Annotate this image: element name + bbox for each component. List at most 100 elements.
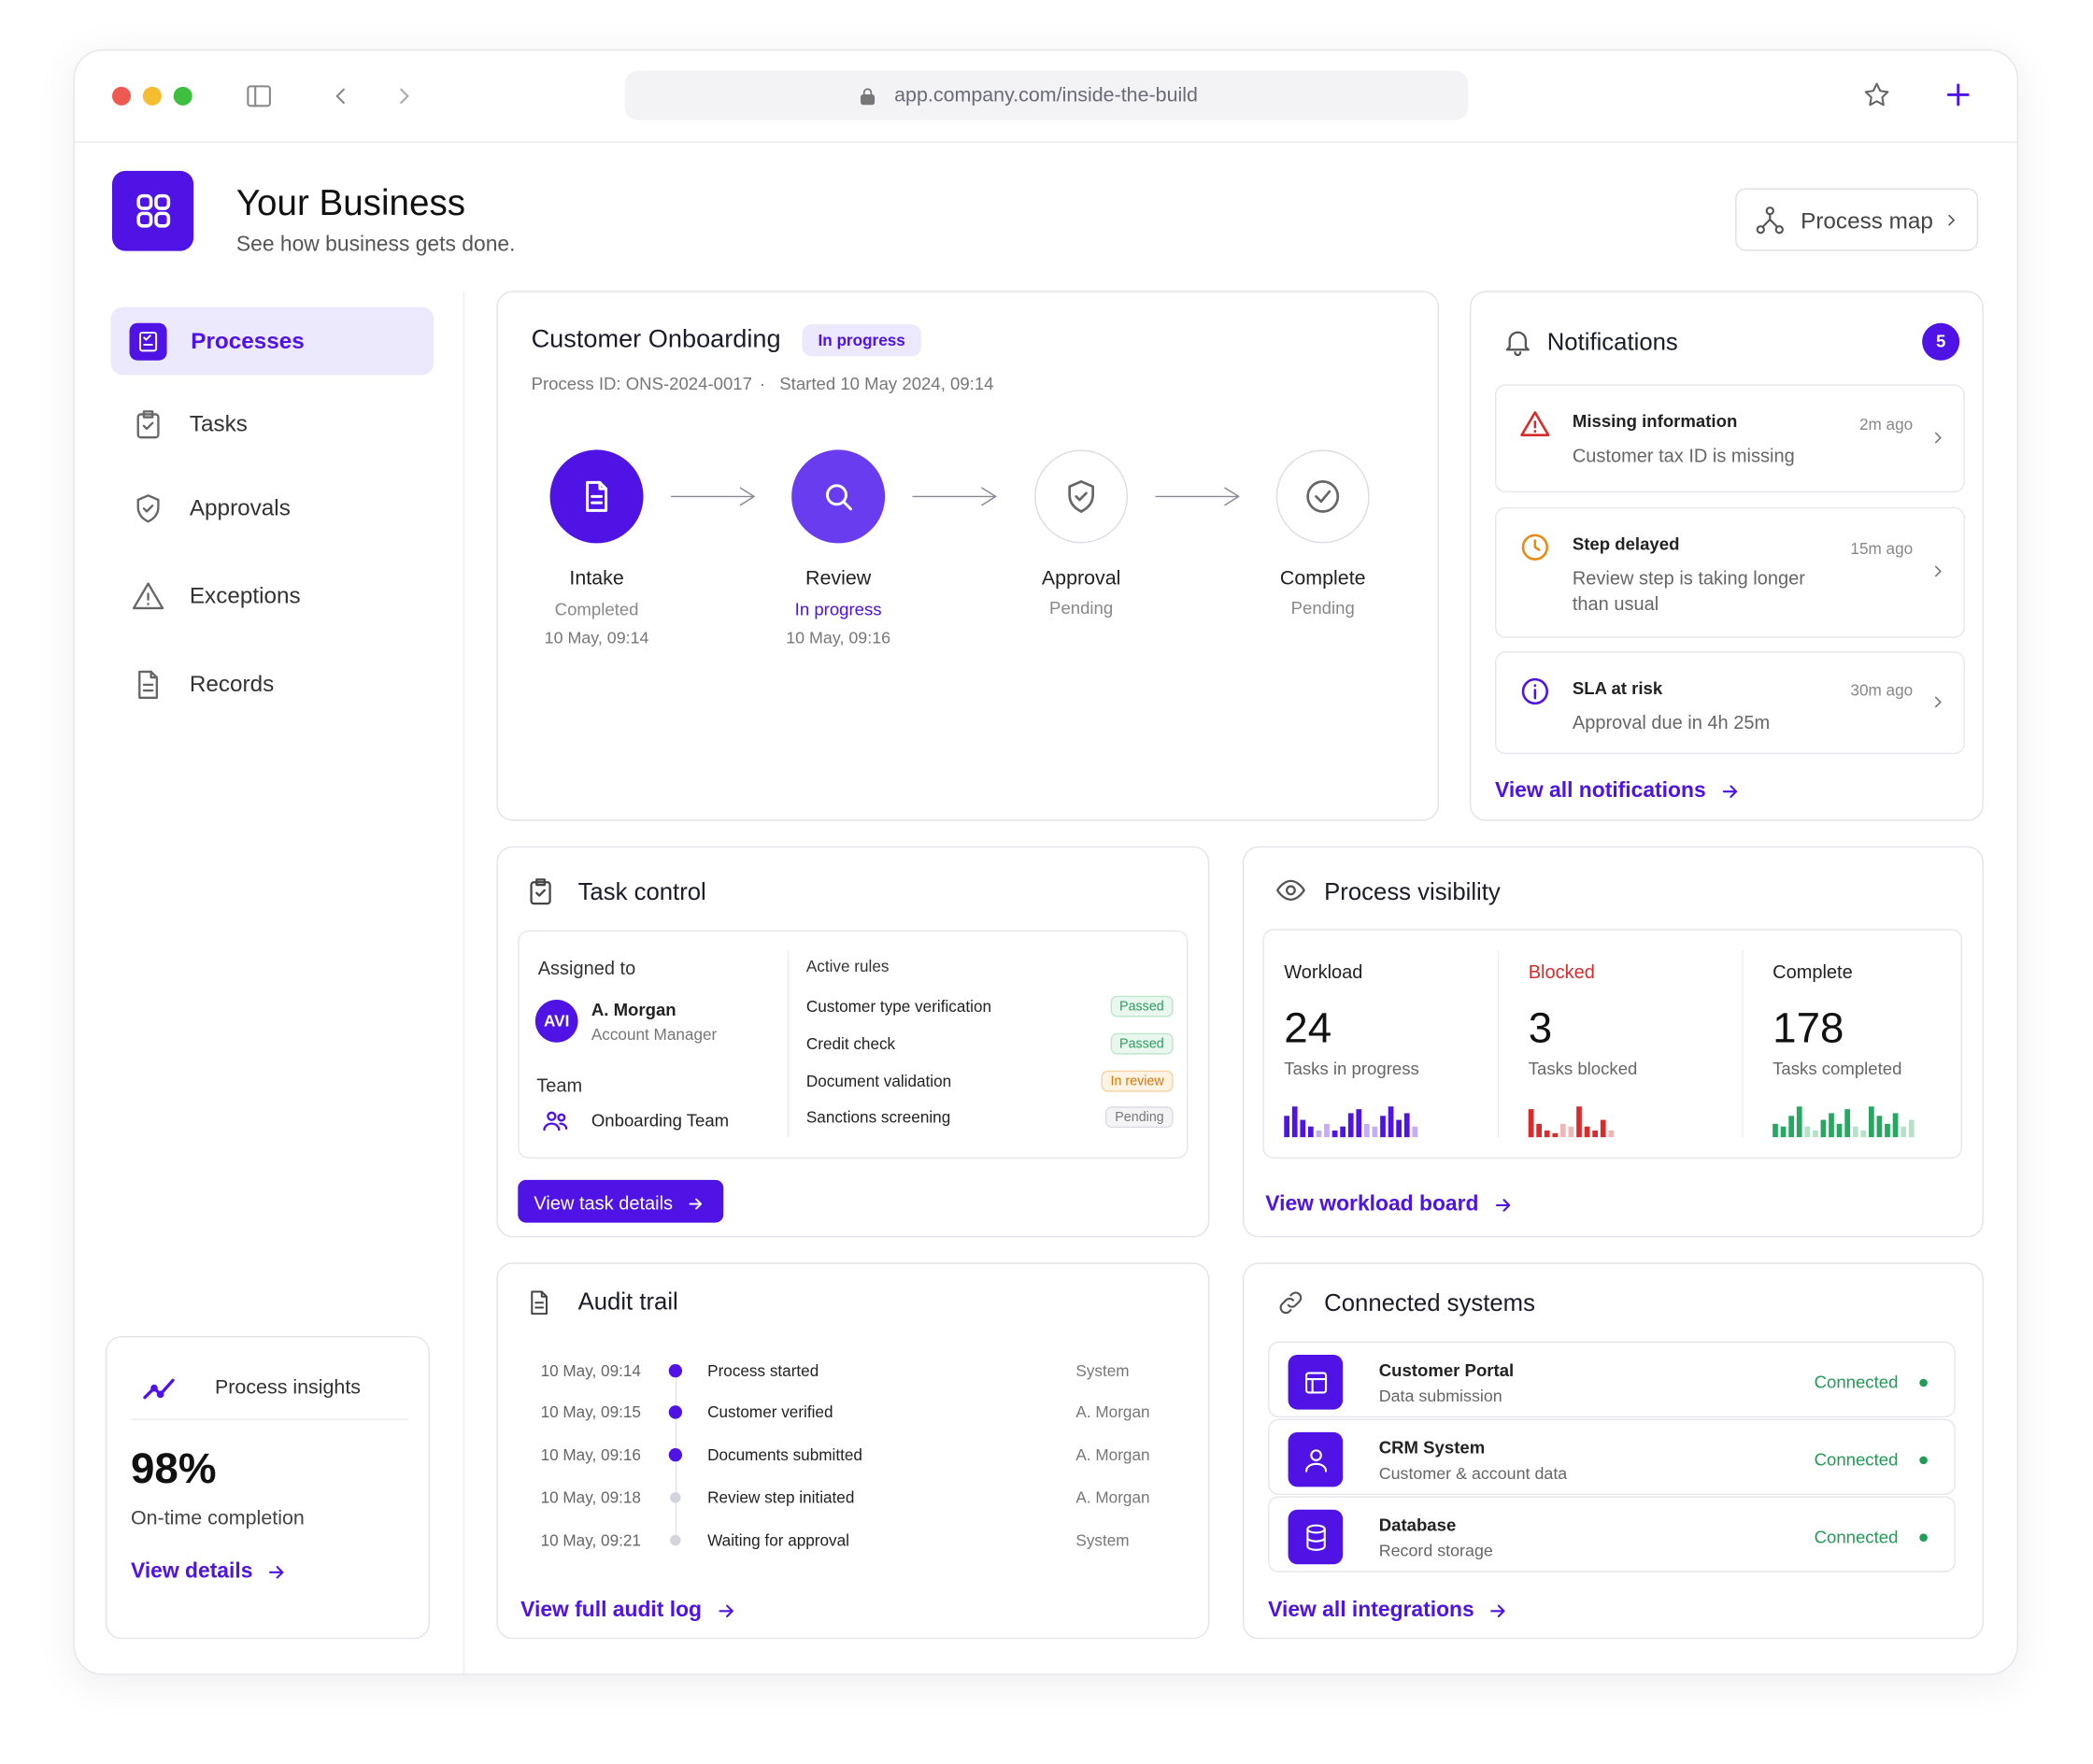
spark-bar (1324, 1123, 1330, 1138)
system-status: Connected (1814, 1449, 1899, 1471)
system-name: Customer Portal (1378, 1359, 1515, 1381)
audit-actor: System (1075, 1530, 1130, 1550)
system-item[interactable] (1268, 1418, 1956, 1495)
stat-label: Complete (1773, 960, 1853, 982)
system-item[interactable] (1268, 1341, 1956, 1418)
icon-part (143, 1378, 175, 1400)
arrow-icon (1495, 1199, 1510, 1212)
started-at: Started 10 May 2024, 09:14 (779, 374, 994, 394)
icon-part (150, 1384, 158, 1392)
icon-part (1279, 1297, 1295, 1315)
chevron-icon (1948, 214, 1955, 226)
icon-part (591, 480, 608, 505)
stat-label: Blocked (1528, 960, 1595, 982)
audit-actor: A. Morgan (1075, 1402, 1150, 1422)
spark-bar (1380, 1116, 1386, 1138)
step-name: Intake (569, 567, 624, 590)
stat-caption: Tasks completed (1773, 1059, 1902, 1079)
icon-part (400, 88, 409, 105)
link[interactable]: View details (131, 1558, 288, 1587)
spark-bar (1536, 1123, 1542, 1138)
system-item[interactable] (1268, 1496, 1956, 1572)
audit-event: Customer verified (707, 1402, 833, 1422)
nav-label: Records (189, 671, 275, 697)
sidebar-divider (463, 291, 465, 1675)
stat-value: 24 (1284, 1003, 1332, 1052)
visibility-title: Process visibility (1324, 878, 1501, 905)
notification-text: Customer tax ID is missing (1572, 444, 1795, 465)
link[interactable]: View all integrations (1268, 1596, 1509, 1626)
nav-label: Processes (191, 328, 305, 354)
spark-bar (1316, 1130, 1322, 1138)
notification-item[interactable] (1494, 506, 1965, 638)
spark-bar (1584, 1126, 1590, 1138)
link[interactable]: View all notifications (1495, 776, 1741, 806)
spark-bar (1844, 1109, 1850, 1138)
step-status: Pending (1290, 598, 1355, 619)
notifications-card (1469, 291, 1984, 821)
audit-title: Audit trail (577, 1287, 678, 1316)
arrow-icon (269, 1566, 284, 1579)
arrow-icon (719, 1604, 733, 1618)
icon-part (1505, 331, 1530, 351)
spark-bar (1901, 1126, 1906, 1138)
notification-text: Approval due in 4h 25m (1572, 710, 1771, 733)
audit-event: Waiting for approval (707, 1530, 849, 1550)
spark-bar (1412, 1126, 1418, 1138)
timeline-dot (668, 1447, 682, 1462)
stat-value: 178 (1773, 1003, 1844, 1052)
avatar-initials: AVI (544, 1011, 570, 1031)
notification-item[interactable] (1494, 651, 1965, 755)
rule-badge: Passed (1110, 995, 1174, 1017)
spark-bar (1812, 1130, 1818, 1138)
step-icon (1306, 480, 1340, 513)
rule-name: Customer type verification (805, 996, 992, 1016)
status-badge-text: In progress (818, 330, 905, 349)
task-details-link[interactable]: View task details (534, 1191, 705, 1217)
icon-part (689, 1198, 703, 1210)
nav-icon (136, 494, 160, 523)
icon-part (1306, 480, 1340, 513)
window-dot (142, 86, 162, 106)
icon-part (1287, 1291, 1303, 1308)
spark-bar (1340, 1126, 1346, 1138)
icon-part (1315, 490, 1331, 504)
icon-part (534, 1290, 548, 1309)
url-bar[interactable] (624, 70, 1469, 121)
task-control-card (496, 846, 1210, 1238)
spark-bar (1780, 1126, 1787, 1138)
audit-actor: A. Morgan (1075, 1487, 1150, 1507)
system-icon (1304, 1448, 1327, 1472)
back-icon (335, 88, 345, 105)
spark-bar (1403, 1113, 1410, 1138)
icon-part (1533, 539, 1541, 551)
process-map-button[interactable] (1735, 188, 1979, 251)
notification-time: 2m ago (1858, 414, 1914, 434)
icon-part (135, 211, 152, 228)
icon-part (143, 334, 153, 346)
icon-part (153, 193, 170, 210)
notification-title: SLA at risk (1572, 677, 1663, 699)
spark-bar (1552, 1133, 1559, 1138)
task-details-button[interactable] (518, 1179, 724, 1223)
nav-label: Exceptions (189, 582, 301, 609)
notification-item[interactable] (1494, 384, 1965, 493)
link-text: View all notifications (1494, 778, 1706, 803)
arrow-icon (1722, 785, 1738, 798)
insights-label: On-time completion (130, 1506, 305, 1530)
icon-part (136, 494, 160, 523)
icon-part (1946, 83, 1970, 107)
url-text: app.company.com/inside-the-build (894, 83, 1198, 107)
icon-part (335, 88, 345, 105)
team-name: Onboarding Team (591, 1110, 730, 1131)
spark-bar (1291, 1105, 1298, 1138)
status-dot (1919, 1533, 1928, 1542)
icon-part (559, 1122, 568, 1131)
link[interactable]: View workload board (1265, 1190, 1513, 1220)
link[interactable]: View full audit log (520, 1596, 736, 1626)
spark-bar (1600, 1119, 1606, 1138)
team-label: Team (536, 1074, 583, 1096)
chevron-icon (1934, 695, 1942, 707)
spark-bar (1860, 1130, 1867, 1138)
icon-part (142, 410, 154, 431)
